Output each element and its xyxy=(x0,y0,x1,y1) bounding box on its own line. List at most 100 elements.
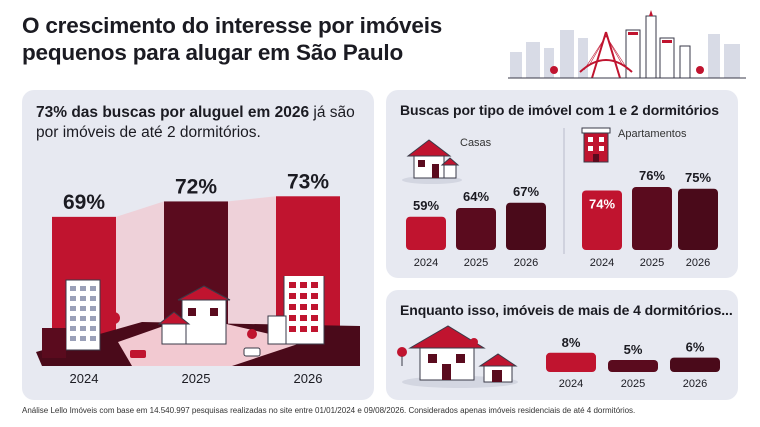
tick-label: 2025 xyxy=(182,371,211,386)
window xyxy=(90,306,96,311)
bar xyxy=(582,190,622,250)
tree xyxy=(247,329,257,339)
page-title: O crescimento do interesse por imóveis p… xyxy=(22,12,522,66)
footnote: Análise Lello Imóveis com base em 14.540… xyxy=(22,406,636,415)
tick-label: 2024 xyxy=(559,378,583,390)
window xyxy=(311,304,318,310)
window xyxy=(300,326,307,332)
window xyxy=(70,316,76,321)
title-line-2: pequenos para alugar em São Paulo xyxy=(22,40,404,65)
tick-label: 2026 xyxy=(294,371,323,386)
left-panel-headline-bold: 73% das buscas por aluguel em 2026 xyxy=(36,104,310,121)
mid-roof xyxy=(177,285,231,301)
tick-label: 2025 xyxy=(621,378,645,390)
window xyxy=(80,306,86,311)
bar xyxy=(670,357,720,372)
window xyxy=(70,306,76,311)
apartamentos-label: Apartamentos xyxy=(618,128,687,140)
window xyxy=(289,315,296,321)
value-label: 76% xyxy=(639,168,665,183)
casas-label: Casas xyxy=(460,137,492,149)
value-label: 67% xyxy=(513,184,539,199)
window xyxy=(80,326,86,331)
value-label: 6% xyxy=(686,340,705,355)
bar xyxy=(546,352,596,372)
window xyxy=(80,316,86,321)
window xyxy=(90,296,96,301)
window xyxy=(188,308,196,316)
tick-label: 2024 xyxy=(70,371,99,386)
window xyxy=(311,282,318,288)
bar xyxy=(406,216,446,250)
chart-large-homes: 8% 2024 5% 2025 6% 2026 xyxy=(397,325,720,390)
value-label: 59% xyxy=(413,198,439,213)
apartment-top xyxy=(280,270,328,276)
window xyxy=(90,286,96,291)
tick-label: 2026 xyxy=(514,257,538,269)
window xyxy=(80,296,86,301)
car xyxy=(243,347,261,357)
title-line-1: O crescimento do interesse por imóveis xyxy=(22,13,443,38)
small-building xyxy=(42,328,66,358)
left-panel-headline: 73% das buscas por aluguel em 2026 já sã… xyxy=(36,103,356,143)
window xyxy=(289,293,296,299)
value-label: 69% xyxy=(63,191,105,214)
bar xyxy=(608,360,658,372)
bar xyxy=(632,187,672,250)
window xyxy=(210,308,218,316)
annex xyxy=(267,315,287,345)
small-house-roof xyxy=(157,311,191,325)
window xyxy=(80,286,86,291)
small-house xyxy=(161,321,187,345)
value-label: 64% xyxy=(463,189,489,204)
window xyxy=(70,326,76,331)
window xyxy=(70,286,76,291)
car xyxy=(130,350,146,358)
panel-large-homes-title: Enquanto isso, imóveis de mais de 4 dorm… xyxy=(400,302,733,318)
value-label: 72% xyxy=(175,175,217,198)
window xyxy=(300,315,307,321)
value-label: 5% xyxy=(624,342,643,357)
window xyxy=(80,336,86,341)
window xyxy=(300,282,307,288)
tick-label: 2024 xyxy=(414,257,438,269)
window xyxy=(90,336,96,341)
house-icon xyxy=(402,139,462,184)
bar xyxy=(678,188,718,250)
large-house-icon xyxy=(397,325,518,388)
panel-by-type-title: Buscas por tipo de imóvel com 1 e 2 dorm… xyxy=(400,102,719,118)
chart-by-type: 59% 2024 64% 2025 67% 2026 74% 2024 76% 2025 75% 20… xyxy=(402,127,718,269)
sao-paulo-skyline-illustration xyxy=(508,10,746,79)
chart-total: 69% 2024 72% 2025 73% 2026 xyxy=(36,170,360,386)
apartment-building-icon xyxy=(581,127,611,163)
window xyxy=(289,326,296,332)
value-label: 73% xyxy=(287,170,329,193)
window xyxy=(70,336,76,341)
panel-total-searches: 73% das buscas por aluguel em 2026 já sã… xyxy=(22,90,374,400)
tick-label: 2026 xyxy=(686,257,710,269)
window xyxy=(90,326,96,331)
left-panel-headline-rest: já são por imóveis de até 2 dormitórios. xyxy=(36,104,355,141)
value-label: 8% xyxy=(562,335,581,350)
tick-label: 2025 xyxy=(464,257,488,269)
bar xyxy=(456,208,496,250)
window xyxy=(311,293,318,299)
window xyxy=(70,296,76,301)
panel-large-homes: Enquanto isso, imóveis de mais de 4 dorm… xyxy=(386,290,738,400)
window xyxy=(311,315,318,321)
value-label: 75% xyxy=(685,170,711,185)
tick-label: 2026 xyxy=(683,378,707,390)
tick-label: 2025 xyxy=(640,257,664,269)
bar xyxy=(506,202,546,250)
window xyxy=(300,293,307,299)
tree xyxy=(108,312,120,324)
buildings-illustration xyxy=(42,270,328,358)
tick-label: 2024 xyxy=(590,257,614,269)
window xyxy=(90,316,96,321)
window xyxy=(300,304,307,310)
panel-by-type: Buscas por tipo de imóvel com 1 e 2 dorm… xyxy=(386,90,738,278)
value-label: 74% xyxy=(589,197,615,212)
window xyxy=(289,304,296,310)
window xyxy=(311,326,318,332)
window xyxy=(289,282,296,288)
